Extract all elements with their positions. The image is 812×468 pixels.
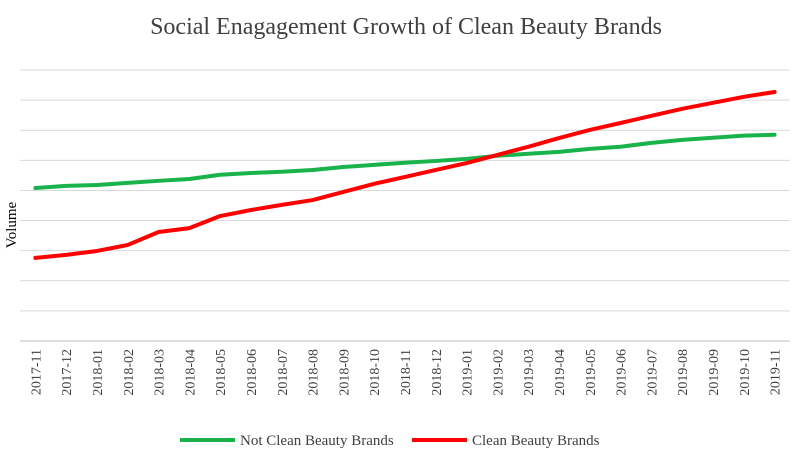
x-tick-label: 2019-11 bbox=[769, 349, 784, 395]
x-tick-label: 2017-11 bbox=[29, 349, 44, 395]
x-tick-label: 2018-02 bbox=[122, 349, 137, 396]
legend-label: Not Clean Beauty Brands bbox=[240, 433, 394, 449]
x-tick-label: 2018-05 bbox=[214, 349, 229, 396]
x-tick-label: 2018-09 bbox=[337, 349, 352, 396]
legend-label: Clean Beauty Brands bbox=[472, 433, 600, 449]
x-tick-label: 2019-05 bbox=[584, 349, 599, 396]
x-tick-label: 2019-03 bbox=[522, 349, 537, 396]
x-tick-label: 2019-02 bbox=[491, 349, 506, 396]
x-tick-label: 2017-12 bbox=[60, 349, 75, 396]
x-tick-label: 2018-01 bbox=[91, 349, 106, 396]
x-tick-label: 2019-08 bbox=[676, 349, 691, 396]
chart-title: Social Enagagement Growth of Clean Beaut… bbox=[150, 14, 662, 40]
x-tick-label: 2018-03 bbox=[153, 349, 168, 396]
y-axis-label: Volume bbox=[4, 201, 20, 248]
x-tick-label: 2018-12 bbox=[430, 349, 445, 396]
x-tick-label: 2019-01 bbox=[461, 349, 476, 396]
x-tick-label: 2019-10 bbox=[738, 349, 753, 396]
series-line bbox=[33, 132, 777, 191]
x-tick-label: 2019-07 bbox=[645, 349, 660, 396]
series-line bbox=[33, 89, 777, 260]
x-tick-label: 2018-08 bbox=[307, 349, 322, 396]
x-tick-label: 2018-10 bbox=[368, 349, 383, 396]
x-tick-label: 2018-07 bbox=[276, 349, 291, 396]
x-tick-label: 2019-09 bbox=[707, 349, 722, 396]
x-tick-label: 2018-06 bbox=[245, 349, 260, 396]
x-tick-label: 2018-04 bbox=[183, 349, 198, 396]
x-tick-label: 2019-06 bbox=[615, 349, 630, 396]
x-tick-label: 2019-04 bbox=[553, 349, 568, 396]
x-tick-label: 2018-11 bbox=[399, 349, 414, 395]
